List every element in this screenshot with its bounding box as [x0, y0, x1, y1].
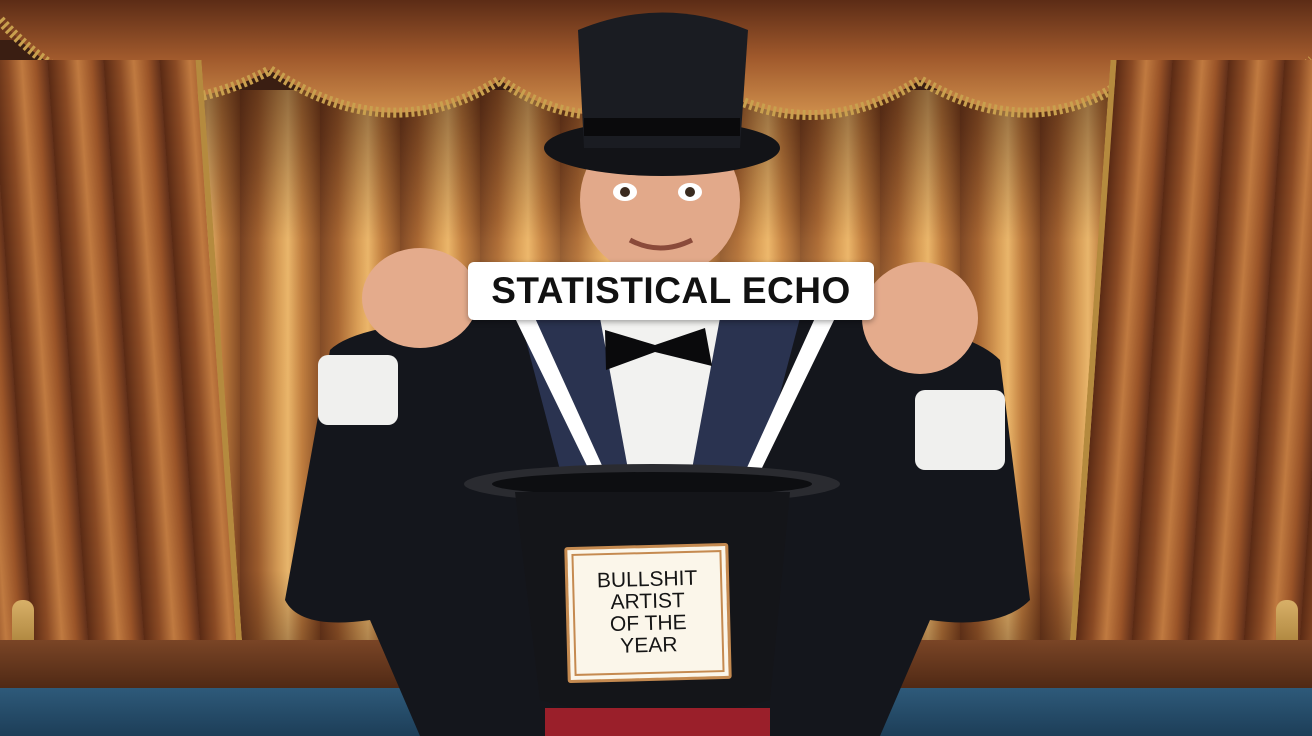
red-sash	[545, 708, 770, 736]
hat-sign: BULLSHIT ARTIST OF THE YEAR	[564, 542, 732, 684]
right-hand	[862, 262, 978, 374]
hat-sign-line: YEAR	[619, 633, 678, 658]
left-hand	[362, 248, 478, 348]
left-cuff	[318, 355, 398, 425]
bow-tie-icon	[605, 328, 712, 370]
right-cuff	[915, 390, 1005, 470]
top-hat-icon	[578, 12, 748, 148]
statistical-echo-label: STATISTICAL ECHO	[468, 262, 874, 320]
